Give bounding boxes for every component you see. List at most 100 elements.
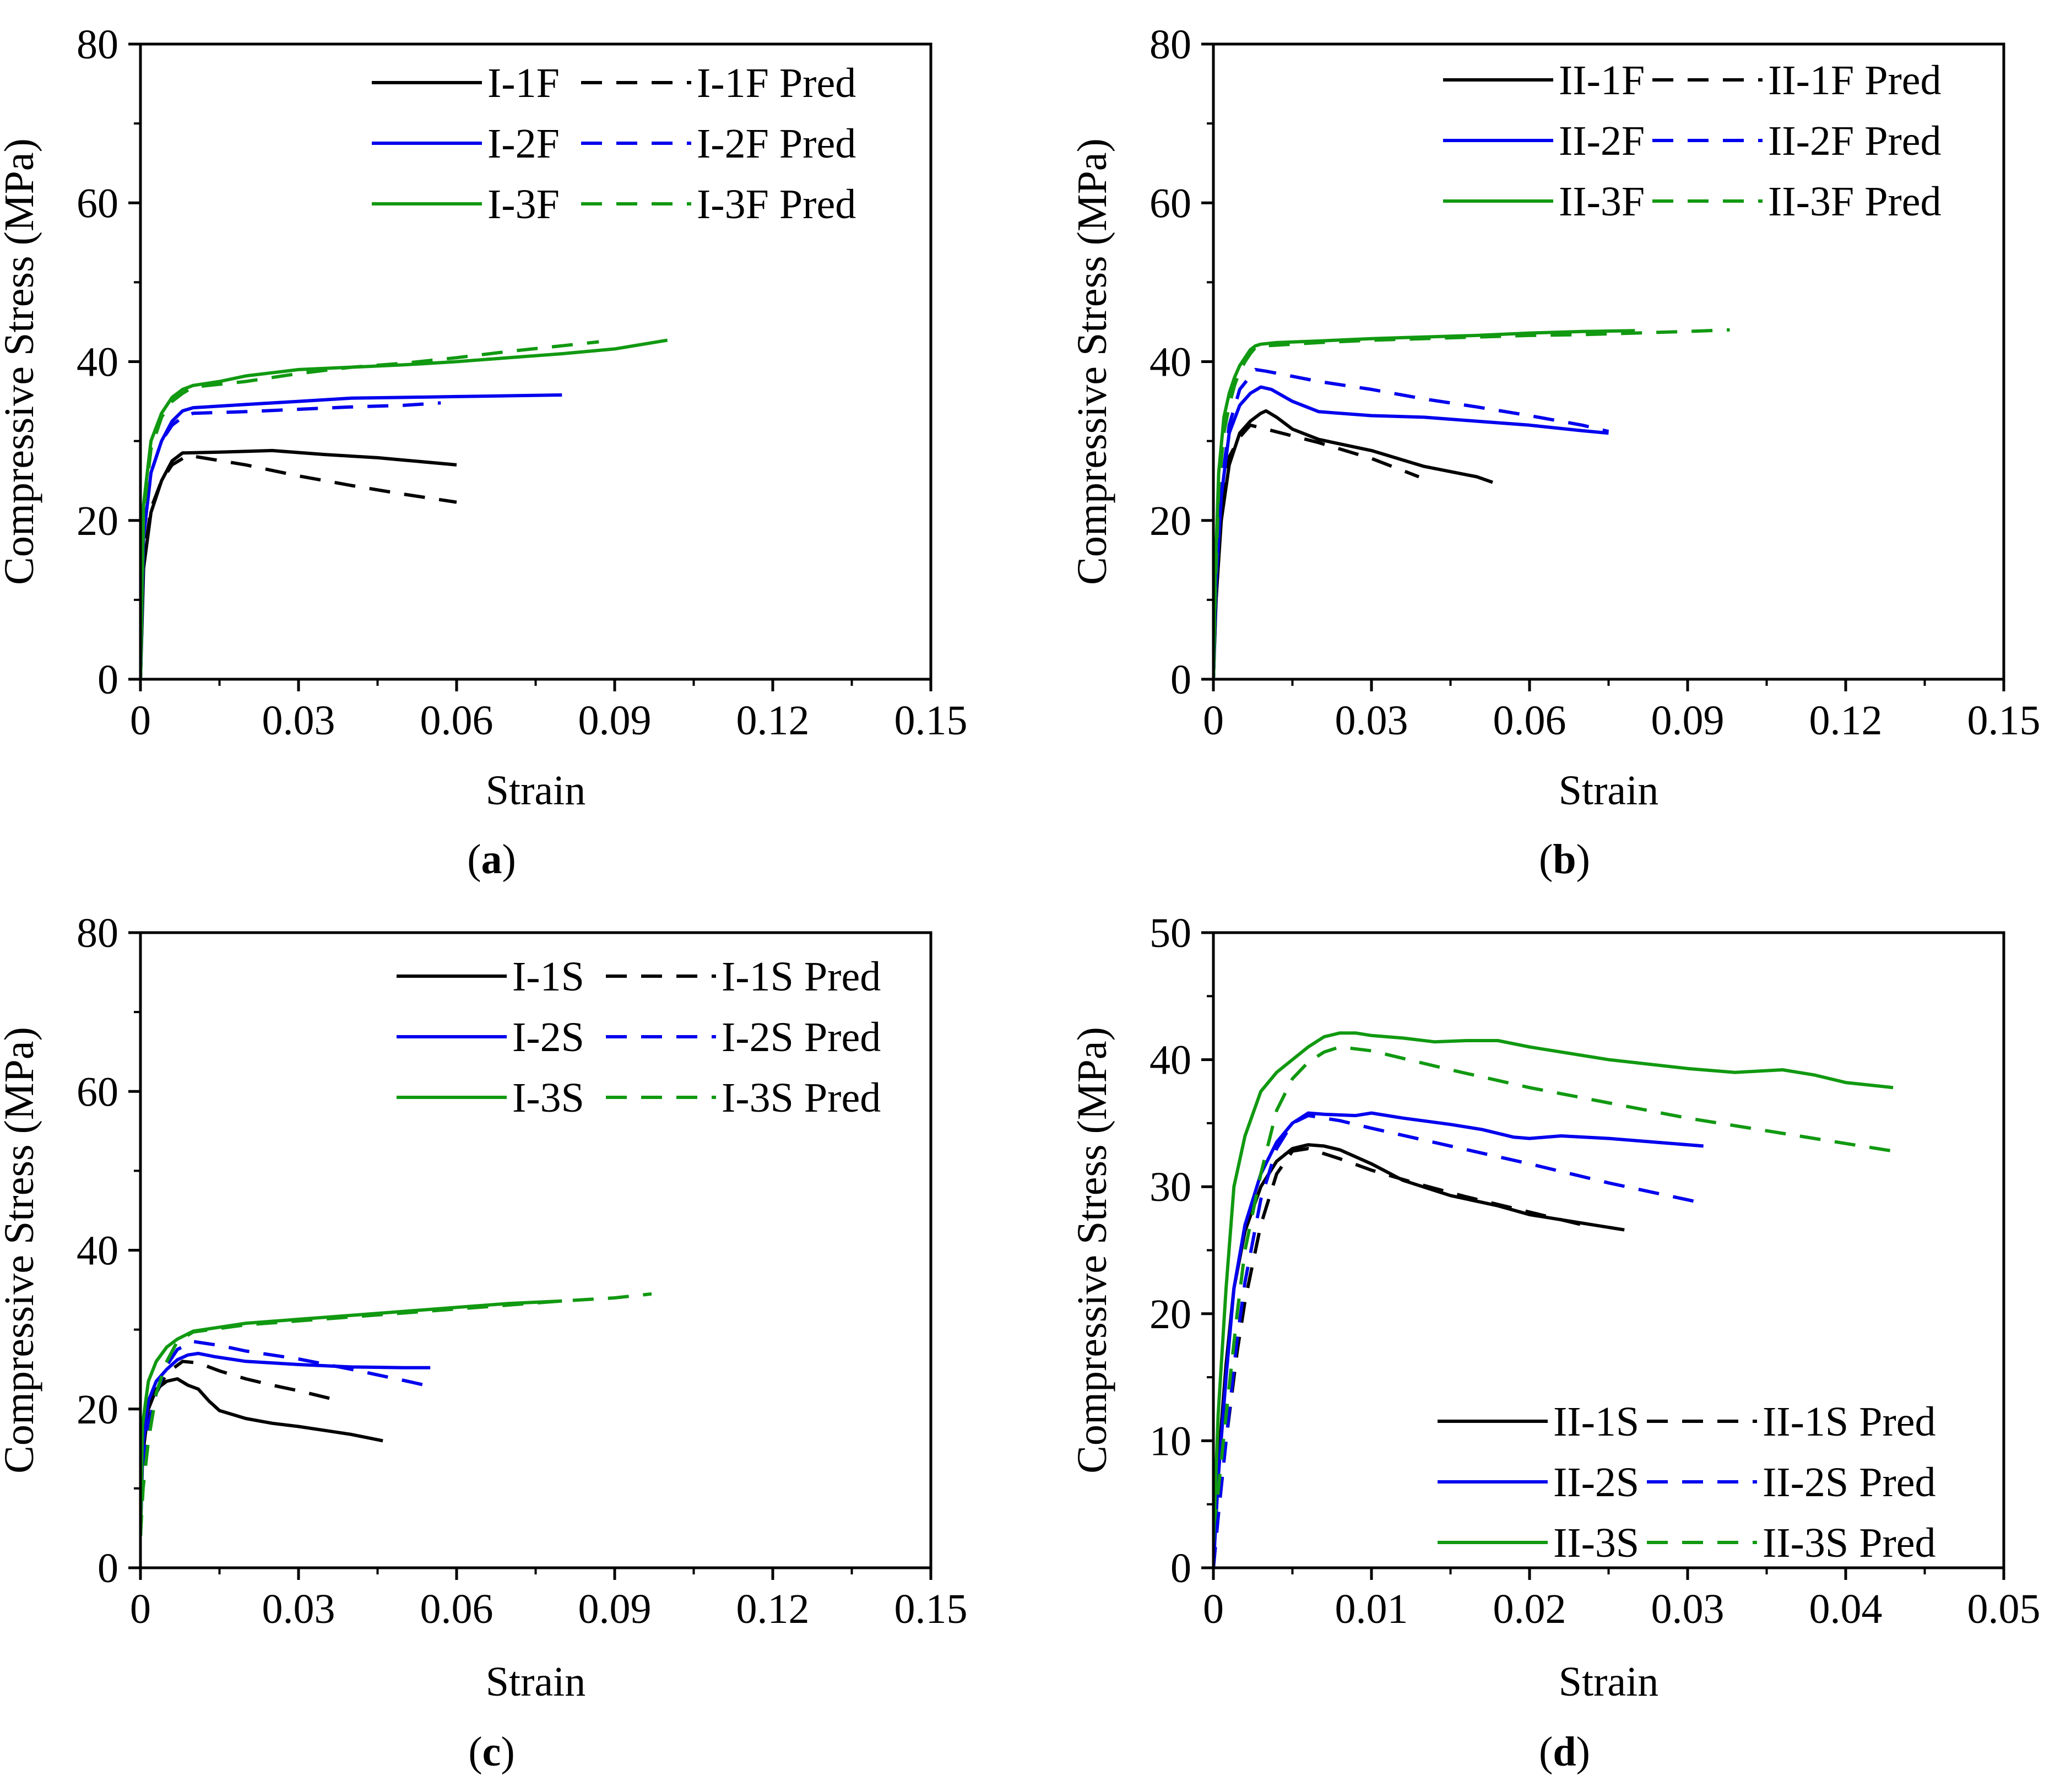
series-group [1213, 1031, 1894, 1568]
y-tick-label: 20 [77, 1387, 118, 1433]
x-tick-label: 0.03 [262, 1586, 335, 1632]
series-line-i-2f-pred [140, 401, 441, 679]
legend-label: I-1S [512, 954, 584, 1000]
legend-label: II-3F Pred [1768, 178, 1942, 225]
legend-label: I-3S [512, 1075, 584, 1121]
legend-label: II-1F Pred [1768, 57, 1942, 104]
y-axis-label: Compressive Stress (MPa) [1069, 138, 1115, 585]
y-axis-label: Compressive Stress (MPa) [1069, 1027, 1115, 1474]
x-tick-label: 0.04 [1809, 1586, 1883, 1632]
series-line-ii-2s-pred [1213, 1114, 1704, 1568]
legend: I-1F I-1F Pred I-2F I-2F Pred I-3F I-3F Pred [372, 60, 856, 228]
series-line-i-1f [140, 448, 457, 679]
legend-label: I-1F Pred [697, 60, 856, 106]
legend-label: II-3S [1553, 1520, 1639, 1566]
chart-panel-d: 0 0.01 0.02 0.03 0.04 0.05 0 10 20 30 40 50 Strain Co… [1069, 910, 2041, 1775]
series-line-ii-2s [1213, 1111, 1704, 1568]
y-tick-label: 40 [77, 339, 118, 386]
y-tick-label: 60 [1150, 180, 1191, 226]
x-tick-label: 0 [130, 1586, 151, 1632]
series-line-ii-2f-pred [1213, 367, 1609, 679]
x-tick-label: 0.15 [1967, 697, 2041, 744]
y-tick-label: 10 [1150, 1418, 1191, 1464]
x-tick-label: 0.01 [1335, 1586, 1408, 1632]
legend-label: II-3F [1559, 178, 1645, 225]
x-tick-label: 0.09 [578, 1586, 652, 1632]
y-tick-label: 0 [97, 1545, 118, 1591]
chart-panel-a: 0 0.03 0.06 0.09 0.12 0.15 0 20 40 60 80 Strain Comp… [0, 21, 968, 883]
y-tick-label: 80 [1150, 21, 1191, 68]
x-tick-label: 0.06 [420, 697, 494, 744]
legend-label: I-2S Pred [722, 1014, 881, 1060]
chart-panel-c: 0 0.03 0.06 0.09 0.12 0.15 0 20 40 60 80 Strain Comp… [0, 910, 968, 1775]
x-tick-label: 0.03 [1651, 1586, 1725, 1632]
legend-label: I-3F Pred [697, 181, 856, 228]
x-tick-label: 0.12 [1809, 697, 1883, 744]
x-tick-label: 0 [1203, 697, 1224, 744]
x-tick-label: 0.03 [1335, 697, 1408, 744]
y-tick-label: 30 [1150, 1164, 1191, 1210]
series-line-ii-1f-pred [1213, 423, 1420, 679]
legend-label: I-3F [487, 181, 560, 228]
y-tick-label: 0 [1170, 1545, 1191, 1591]
x-tick-label: 0.03 [262, 697, 335, 744]
series-line-i-2f [140, 393, 562, 679]
series-line-ii-3s [1213, 1031, 1894, 1543]
y-tick-label: 50 [1150, 910, 1191, 956]
legend-label: II-2F [1559, 118, 1645, 164]
panel-caption: (d) [1539, 1729, 1590, 1775]
x-axis-label: Strain [486, 767, 586, 814]
series-group [140, 1292, 652, 1536]
legend-label: I-1S Pred [722, 954, 881, 1000]
series-line-i-3f-pred [140, 340, 599, 679]
y-tick-label: 80 [77, 910, 118, 956]
legend-label: I-3S Pred [722, 1075, 881, 1121]
series-line-ii-3f-pred [1213, 328, 1730, 679]
x-tick-label: 0.09 [1651, 697, 1725, 744]
panel-caption: (c) [468, 1729, 514, 1775]
y-tick-label: 20 [1150, 1291, 1191, 1338]
y-tick-label: 40 [77, 1228, 118, 1274]
panel-caption: (a) [467, 836, 516, 883]
y-tick-label: 80 [77, 21, 118, 68]
legend-label: II-2F Pred [1768, 118, 1942, 164]
x-tick-label: 0 [1203, 1586, 1224, 1632]
series-line-ii-1f [1213, 409, 1493, 679]
series-line-i-1f-pred [140, 453, 457, 679]
y-tick-label: 0 [1170, 657, 1191, 703]
x-tick-label: 0.15 [894, 1586, 968, 1632]
x-axis-label: Strain [486, 1659, 586, 1705]
series-line-i-3s-pred [140, 1292, 652, 1536]
y-tick-label: 60 [77, 180, 118, 226]
series-line-ii-1s-pred [1213, 1147, 1593, 1568]
y-tick-label: 40 [1150, 339, 1191, 386]
legend: II-1S II-1S Pred II-2S II-2S Pred II-3S II-3S… [1438, 1399, 1936, 1566]
series-line-ii-3s-pred [1213, 1045, 1894, 1530]
x-tick-label: 0.12 [736, 697, 810, 744]
legend-label: I-2F Pred [697, 121, 856, 167]
x-tick-label: 0.05 [1967, 1586, 2041, 1632]
series-group [1213, 328, 1730, 679]
x-tick-label: 0.15 [894, 697, 968, 744]
x-tick-label: 0.09 [578, 697, 652, 744]
series-line-i-1s-pred [140, 1360, 341, 1536]
y-tick-label: 20 [77, 498, 118, 544]
y-tick-label: 20 [1150, 498, 1191, 544]
series-group [140, 338, 668, 679]
y-axis-label: Compressive Stress (MPa) [0, 138, 42, 585]
series-line-ii-3f [1213, 329, 1635, 679]
series-line-i-2s-pred [140, 1340, 426, 1536]
legend-label: I-1F [487, 60, 560, 106]
legend-label: II-2S [1553, 1459, 1639, 1506]
legend: I-1S I-1S Pred I-2S I-2S Pred I-3S I-3S Pred [397, 954, 881, 1121]
legend-label: II-1S [1553, 1399, 1639, 1445]
legend-label: II-3S Pred [1763, 1520, 1936, 1566]
series-line-i-2s [140, 1351, 431, 1536]
legend-label: II-1S Pred [1763, 1399, 1936, 1445]
x-axis-label: Strain [1559, 767, 1659, 814]
y-tick-label: 60 [77, 1069, 118, 1115]
series-line-i-1s [140, 1377, 383, 1536]
y-tick-label: 40 [1150, 1037, 1191, 1084]
x-axis-label: Strain [1559, 1659, 1659, 1705]
